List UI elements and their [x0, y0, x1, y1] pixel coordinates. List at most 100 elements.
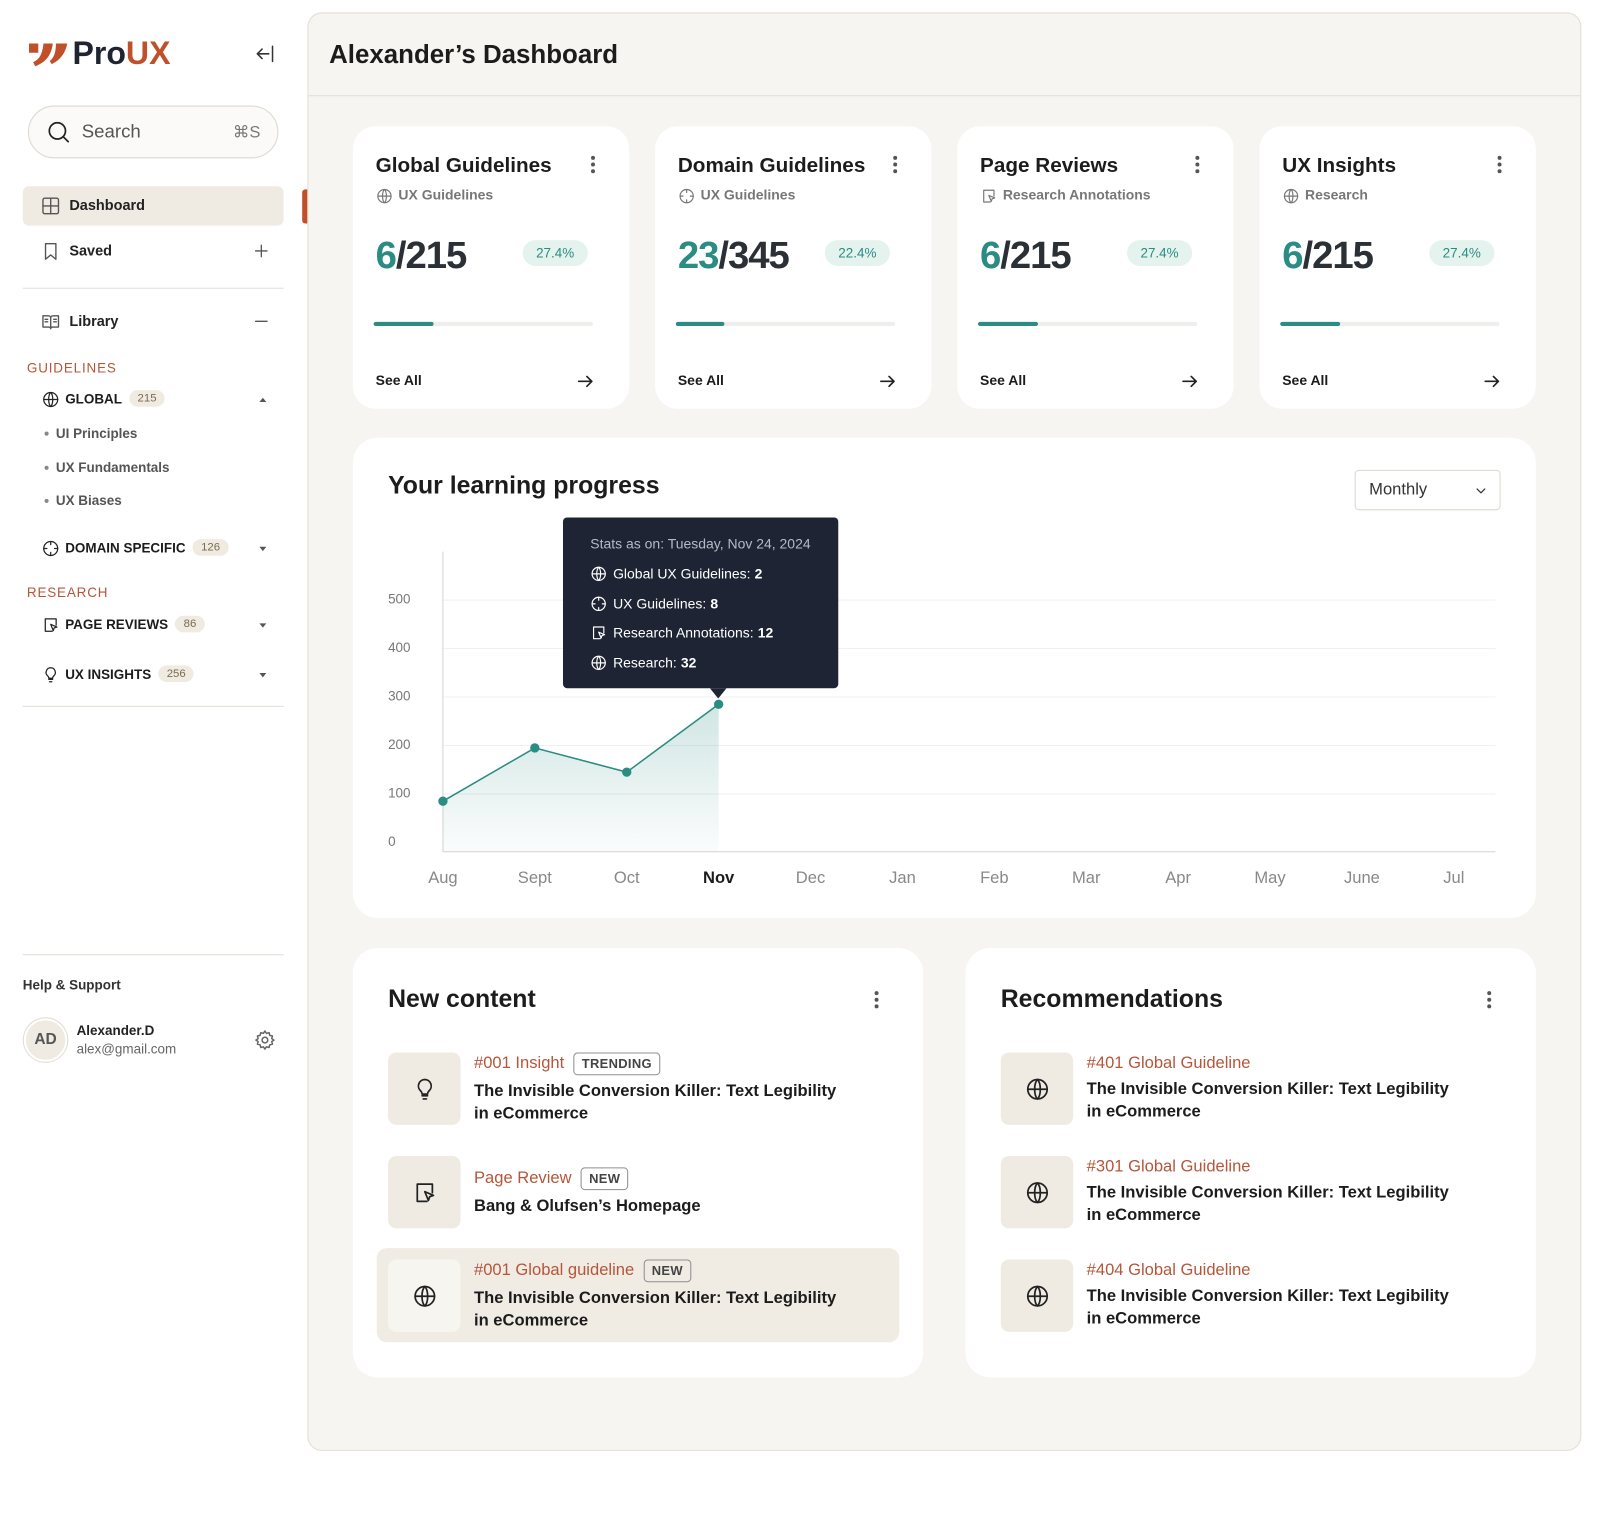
see-all-link[interactable]: See All	[980, 372, 1027, 389]
dots-icon[interactable]	[865, 988, 888, 1011]
group-name: UX INSIGHTS	[65, 665, 152, 682]
period-dropdown[interactable]: Monthly	[1354, 469, 1501, 511]
card-title: UX Insights	[1282, 154, 1397, 177]
list-title: New content	[388, 985, 536, 1014]
bulb-icon	[45, 667, 56, 683]
score-done: 6	[980, 233, 1001, 277]
card-subtitle: Research	[1305, 187, 1368, 203]
page-title: Alexander’s Dashboard	[329, 40, 619, 70]
review-icon	[593, 626, 606, 640]
tooltip-value: 32	[680, 654, 697, 671]
group-row[interactable]: UX INSIGHTS 256	[65, 665, 194, 682]
item-icon-box	[388, 1259, 461, 1332]
globe-icon	[43, 391, 59, 408]
item-meta: #301 Global Guideline	[1087, 1158, 1480, 1177]
progress-fill	[977, 321, 1039, 326]
item-tag: #404 Global Guideline	[1086, 1261, 1251, 1279]
sub-item[interactable]: UX Fundamentals	[55, 458, 170, 475]
card-title: Page Reviews	[980, 154, 1119, 177]
help-link[interactable]: Help & Support	[22, 976, 121, 993]
globe-icon	[1026, 1182, 1049, 1204]
item-meta: Page Review NEW	[474, 1166, 867, 1190]
globe-icon	[377, 188, 392, 204]
tooltip-label: Research:	[613, 654, 677, 671]
nav-item[interactable]: Library	[69, 312, 119, 330]
summary-card: UX Insights Research 6/215 27.4% See All	[1259, 126, 1536, 409]
list-item[interactable]: Page Review NEW Bang & Olufsen’s Homepage	[474, 1156, 867, 1228]
divider	[22, 954, 284, 956]
search-shortcut: ⌘S	[232, 124, 261, 142]
gear-icon[interactable]	[254, 1029, 277, 1052]
group-row[interactable]: PAGE REVIEWS 86	[65, 615, 205, 633]
score-total: /345	[718, 233, 789, 277]
area	[442, 704, 719, 852]
group-row[interactable]: DOMAIN SPECIFIC 126	[65, 539, 229, 556]
tooltip-heading: Stats as on: Tuesday, Nov 24, 2024	[590, 536, 811, 552]
progress-track	[675, 321, 896, 326]
item-title: Bang & Olufsen’s Homepage	[473, 1196, 701, 1215]
card-score: 6/215	[980, 233, 1072, 277]
item-meta: #001 Global guideline NEW	[474, 1258, 867, 1282]
group-count: 126	[192, 539, 229, 556]
line	[442, 703, 720, 802]
card-subtitle: UX Guidelines	[398, 187, 494, 203]
card-subtitle: Research Annotations	[1002, 187, 1151, 203]
list-item[interactable]: #401 Global Guideline The Invisible Conve…	[1087, 1052, 1480, 1124]
y-tick-label: 0	[388, 834, 395, 849]
caretDown-icon	[259, 623, 267, 628]
nav-item[interactable]: Saved	[69, 242, 113, 259]
review-icon	[983, 189, 996, 203]
dots-icon[interactable]	[582, 153, 605, 176]
list-item[interactable]: #001 Insight TRENDING The Invisible Conver…	[473, 1051, 867, 1124]
list-item[interactable]: #001 Global guideline NEW The Invisible Co…	[474, 1258, 867, 1331]
score-done: 6	[375, 233, 397, 277]
list-item[interactable]: #404 Global Guideline The Invisible Conve…	[1087, 1259, 1480, 1331]
chevron-icon	[1476, 488, 1486, 494]
grid-icon	[42, 197, 60, 215]
progress-track	[977, 321, 1198, 326]
divider	[22, 705, 284, 707]
y-tick-label: 400	[388, 640, 410, 655]
see-all-link[interactable]: See All	[677, 372, 724, 389]
collapse-icon[interactable]	[254, 42, 277, 65]
dots-icon[interactable]	[884, 153, 907, 176]
item-icon-box	[1000, 1259, 1074, 1332]
group-count: 215	[129, 390, 165, 407]
score-done: 6	[1282, 233, 1303, 277]
data-point	[713, 699, 724, 709]
see-all-link[interactable]: See All	[375, 372, 422, 389]
dots-icon[interactable]	[1478, 988, 1501, 1011]
group-row[interactable]: GLOBAL 215	[65, 390, 165, 407]
search-box[interactable]: Search ⌘S	[27, 105, 279, 159]
globe-icon	[1283, 188, 1299, 204]
progress-fill	[1280, 321, 1341, 326]
dots-icon[interactable]	[1186, 153, 1209, 176]
tooltip-pointer	[710, 688, 727, 699]
globe-icon	[591, 655, 607, 670]
list-item[interactable]: #301 Global Guideline The Invisible Conve…	[1087, 1156, 1480, 1228]
dots-icon[interactable]	[1488, 153, 1511, 176]
period-value: Monthly	[1369, 481, 1428, 499]
item-title: The Invisible Conversion Killer: Text Le…	[473, 1081, 837, 1123]
bullet	[44, 498, 49, 503]
card-percent: 27.4%	[1127, 240, 1193, 266]
minus-icon	[254, 320, 268, 322]
header-divider	[308, 95, 1581, 97]
sub-item[interactable]: UX Biases	[55, 492, 122, 509]
item-tag: #301 Global Guideline	[1086, 1157, 1251, 1176]
data-point	[622, 767, 632, 777]
tooltip-label: Research Annotations:	[613, 625, 754, 641]
nav-item[interactable]: Dashboard	[69, 196, 146, 214]
arrow-icon	[880, 375, 895, 388]
y-tick-label: 300	[388, 689, 410, 704]
logo-mark	[28, 43, 68, 67]
summary-card: Domain Guidelines UX Guidelines 23/345 22.4…	[655, 126, 932, 409]
progress-fill	[373, 321, 434, 326]
score-total: /215	[1000, 233, 1071, 277]
score-total: /215	[1302, 233, 1374, 277]
sub-item[interactable]: UI Principles	[55, 425, 138, 441]
see-all-link[interactable]: See All	[1282, 372, 1329, 389]
user-name: Alexander.D	[76, 1022, 155, 1039]
x-tick-label: Apr	[1165, 868, 1191, 887]
card-score: 23/345	[678, 233, 790, 277]
